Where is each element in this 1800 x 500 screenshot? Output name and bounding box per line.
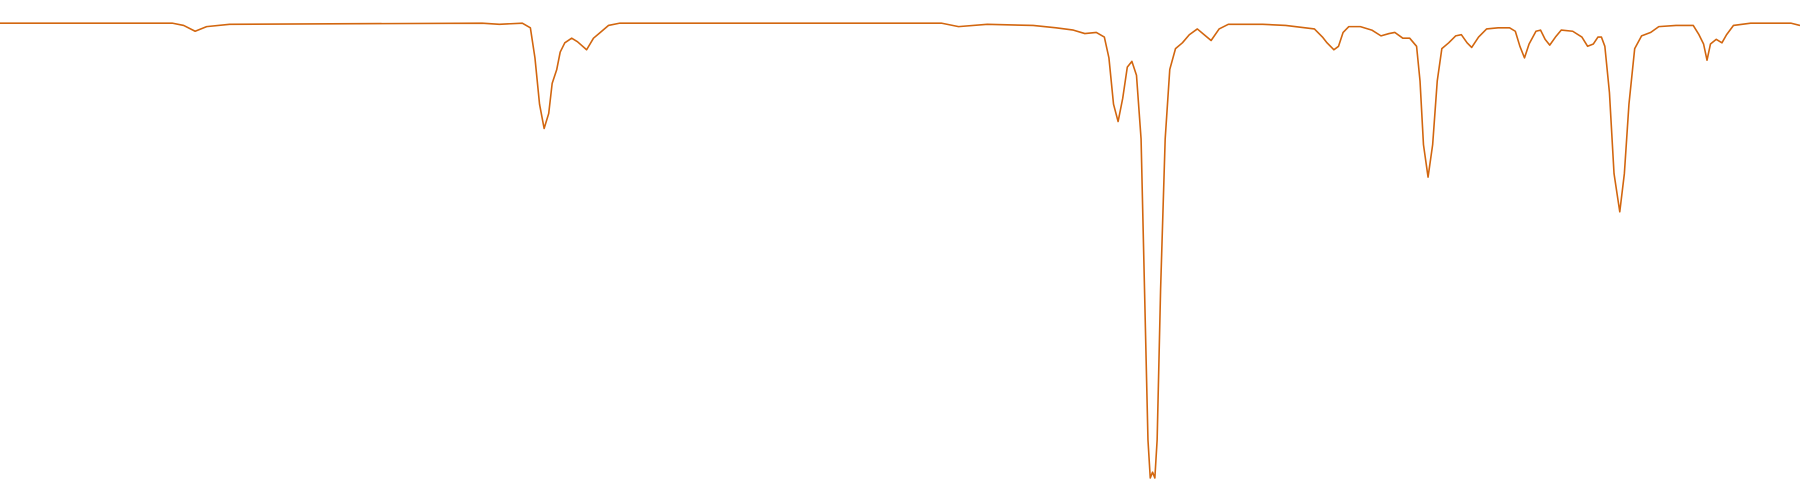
spectrum-line [0, 22, 1800, 479]
